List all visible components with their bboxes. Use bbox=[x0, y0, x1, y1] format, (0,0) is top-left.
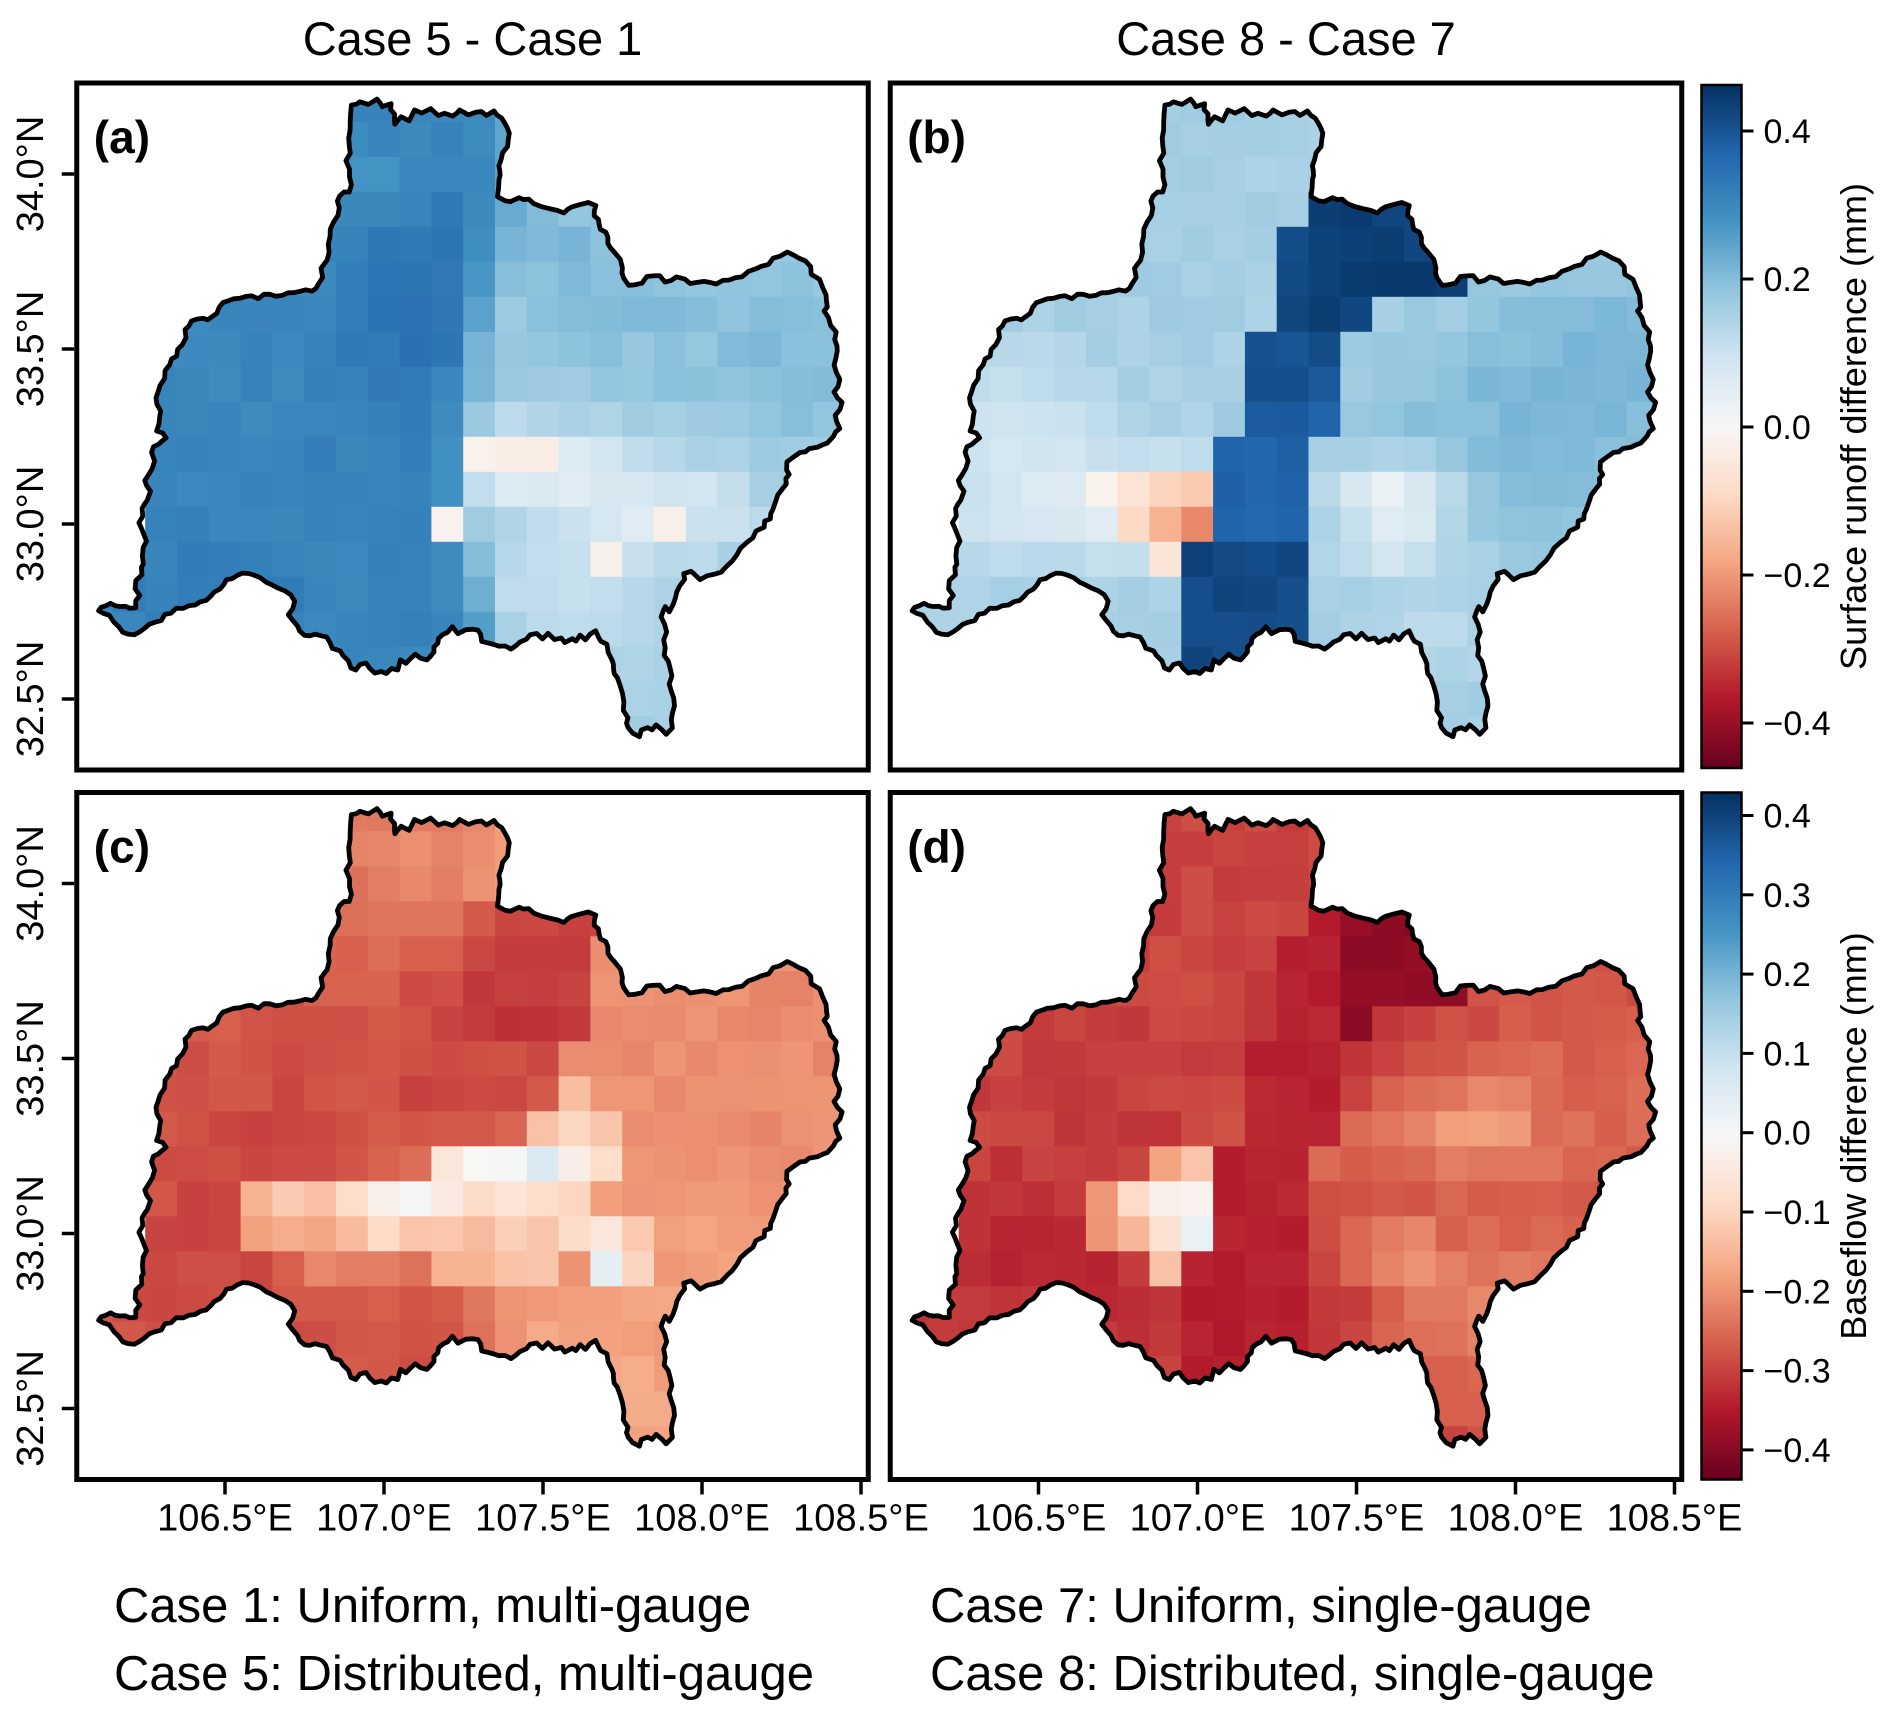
svg-text:108.0°E: 108.0°E bbox=[634, 1498, 770, 1540]
svg-text:0.3: 0.3 bbox=[1764, 877, 1811, 915]
svg-text:34.0°N: 34.0°N bbox=[10, 116, 52, 233]
svg-text:32.5°N: 32.5°N bbox=[10, 1350, 52, 1467]
svg-text:0.0: 0.0 bbox=[1764, 1115, 1811, 1153]
svg-text:107.0°E: 107.0°E bbox=[1130, 1498, 1266, 1540]
svg-text:33.5°N: 33.5°N bbox=[10, 291, 52, 408]
svg-text:34.0°N: 34.0°N bbox=[10, 825, 52, 942]
svg-text:0.4: 0.4 bbox=[1764, 798, 1811, 836]
svg-text:−0.3: −0.3 bbox=[1764, 1353, 1831, 1391]
svg-text:Baseflow difference (mm): Baseflow difference (mm) bbox=[1833, 932, 1874, 1339]
svg-text:Surface runoff difference (mm): Surface runoff difference (mm) bbox=[1833, 183, 1874, 670]
svg-text:Case 5: Distributed, multi-gau: Case 5: Distributed, multi-gauge bbox=[114, 1647, 814, 1701]
svg-text:0.2: 0.2 bbox=[1764, 956, 1811, 994]
svg-text:106.5°E: 106.5°E bbox=[157, 1498, 293, 1540]
svg-text:107.5°E: 107.5°E bbox=[1289, 1498, 1425, 1540]
svg-text:−0.2: −0.2 bbox=[1764, 557, 1831, 595]
svg-text:(a): (a) bbox=[94, 111, 150, 163]
svg-text:−0.4: −0.4 bbox=[1764, 1432, 1831, 1470]
svg-text:Case 1: Uniform, multi-gauge: Case 1: Uniform, multi-gauge bbox=[114, 1579, 751, 1633]
svg-text:−0.2: −0.2 bbox=[1764, 1273, 1831, 1311]
svg-text:0.4: 0.4 bbox=[1764, 113, 1811, 151]
svg-text:(d): (d) bbox=[907, 821, 966, 873]
svg-text:0.0: 0.0 bbox=[1764, 409, 1811, 447]
svg-text:0.1: 0.1 bbox=[1764, 1035, 1811, 1073]
svg-text:Case 8: Distributed, single-ga: Case 8: Distributed, single-gauge bbox=[930, 1647, 1655, 1701]
svg-text:106.5°E: 106.5°E bbox=[971, 1498, 1107, 1540]
svg-text:−0.1: −0.1 bbox=[1764, 1194, 1831, 1232]
svg-text:−0.4: −0.4 bbox=[1764, 705, 1831, 743]
svg-text:33.5°N: 33.5°N bbox=[10, 1000, 52, 1117]
svg-text:108.5°E: 108.5°E bbox=[1607, 1498, 1743, 1540]
svg-text:108.5°E: 108.5°E bbox=[793, 1498, 929, 1540]
svg-text:107.5°E: 107.5°E bbox=[475, 1498, 611, 1540]
svg-text:0.2: 0.2 bbox=[1764, 261, 1811, 299]
svg-text:32.5°N: 32.5°N bbox=[10, 641, 52, 758]
svg-text:107.0°E: 107.0°E bbox=[316, 1498, 452, 1540]
svg-text:33.0°N: 33.0°N bbox=[10, 1175, 52, 1292]
svg-text:Case 7: Uniform, single-gauge: Case 7: Uniform, single-gauge bbox=[930, 1579, 1592, 1633]
svg-text:Case 8 - Case 7: Case 8 - Case 7 bbox=[1116, 12, 1456, 65]
svg-text:33.0°N: 33.0°N bbox=[10, 466, 52, 583]
svg-text:Case 5 - Case 1: Case 5 - Case 1 bbox=[303, 12, 643, 65]
svg-text:(c): (c) bbox=[94, 821, 150, 873]
svg-text:(b): (b) bbox=[907, 111, 966, 163]
svg-text:108.0°E: 108.0°E bbox=[1448, 1498, 1584, 1540]
